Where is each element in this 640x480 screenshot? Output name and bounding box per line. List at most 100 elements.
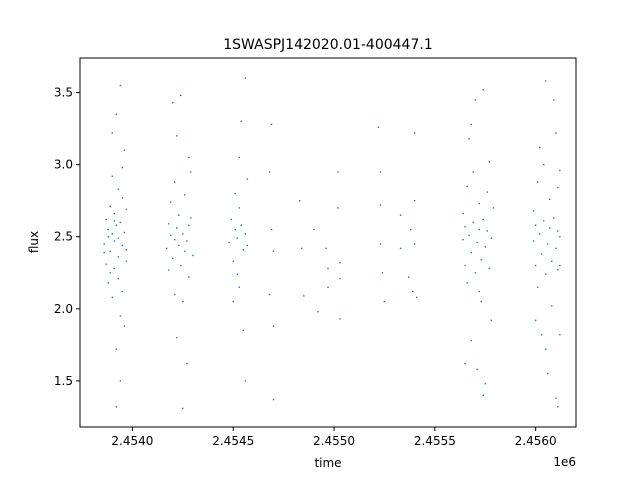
data-point [184,194,186,196]
data-point [192,254,194,257]
data-point [228,241,230,244]
data-point [246,244,249,247]
data-point [557,186,559,189]
data-point [538,233,541,235]
data-point [298,199,301,202]
data-point [327,267,329,270]
data-point [234,192,237,195]
data-point [119,221,122,224]
data-point [551,260,553,263]
data-point [468,137,470,140]
data-point [480,300,483,303]
x-axis-offset-label: 1e6 [553,455,576,469]
y-tick-label: 2.0 [54,302,73,316]
data-point [548,227,551,229]
data-point [313,228,315,231]
data-point [180,94,182,97]
data-point [238,286,241,288]
data-point [538,146,541,149]
data-point [303,295,305,297]
data-point [175,227,178,229]
data-point [534,224,537,226]
data-point [117,256,120,258]
data-point [119,380,122,382]
data-point [413,243,416,245]
data-point [472,221,474,224]
data-point [339,277,341,280]
data-point [121,244,124,247]
data-point [462,238,464,241]
data-point [238,207,241,209]
data-point [409,228,412,231]
data-point [379,243,382,245]
data-point [234,228,237,231]
data-point [113,220,116,222]
data-point [486,191,489,193]
data-point [119,315,122,317]
data-point [121,197,124,199]
data-point [413,132,416,134]
data-point [474,99,476,101]
data-point [532,240,535,242]
data-point [484,382,487,385]
data-point [486,230,489,232]
data-point [559,264,561,267]
data-point [169,234,172,237]
data-point [115,113,118,116]
data-point [555,132,557,134]
data-point [109,250,112,252]
data-point [111,132,114,134]
data-point [555,397,557,399]
data-point [123,149,126,152]
data-point [236,273,239,276]
data-point [480,259,483,261]
data-point [399,247,402,250]
data-point [175,135,178,137]
data-point [482,218,485,221]
data-point [232,300,235,303]
data-point [327,286,329,288]
data-point [466,282,468,284]
data-point [173,238,176,241]
data-point [544,80,547,82]
data-point [559,333,561,336]
data-point [268,171,271,173]
data-point [551,305,553,307]
data-point [121,290,124,293]
data-point [188,156,190,159]
data-point [272,398,275,401]
data-point [111,296,114,299]
data-point [240,120,243,123]
data-point [476,368,479,371]
data-point [103,243,105,245]
data-point [117,237,120,239]
data-point [339,261,341,264]
data-point [482,394,485,397]
data-point [190,171,192,173]
data-point [379,204,382,206]
data-point [184,250,186,252]
data-point [111,233,114,235]
data-point [553,99,555,101]
data-point [105,263,108,265]
data-point [559,235,561,238]
data-point [232,260,235,263]
data-point [113,212,116,215]
data-point [464,264,466,267]
data-point [337,207,339,209]
data-point [474,271,476,274]
data-point [244,77,247,79]
data-point [488,160,491,163]
data-point [244,380,247,382]
plot-frame [79,57,577,428]
x-tick-label: 2.4560 [515,434,557,448]
x-tick-label: 2.4545 [212,434,254,448]
data-point [484,246,487,248]
data-point [407,276,410,278]
data-point [242,248,245,251]
data-point [125,260,128,263]
y-tick-label: 3.5 [54,86,73,100]
data-point [339,318,341,320]
data-point [464,225,466,228]
